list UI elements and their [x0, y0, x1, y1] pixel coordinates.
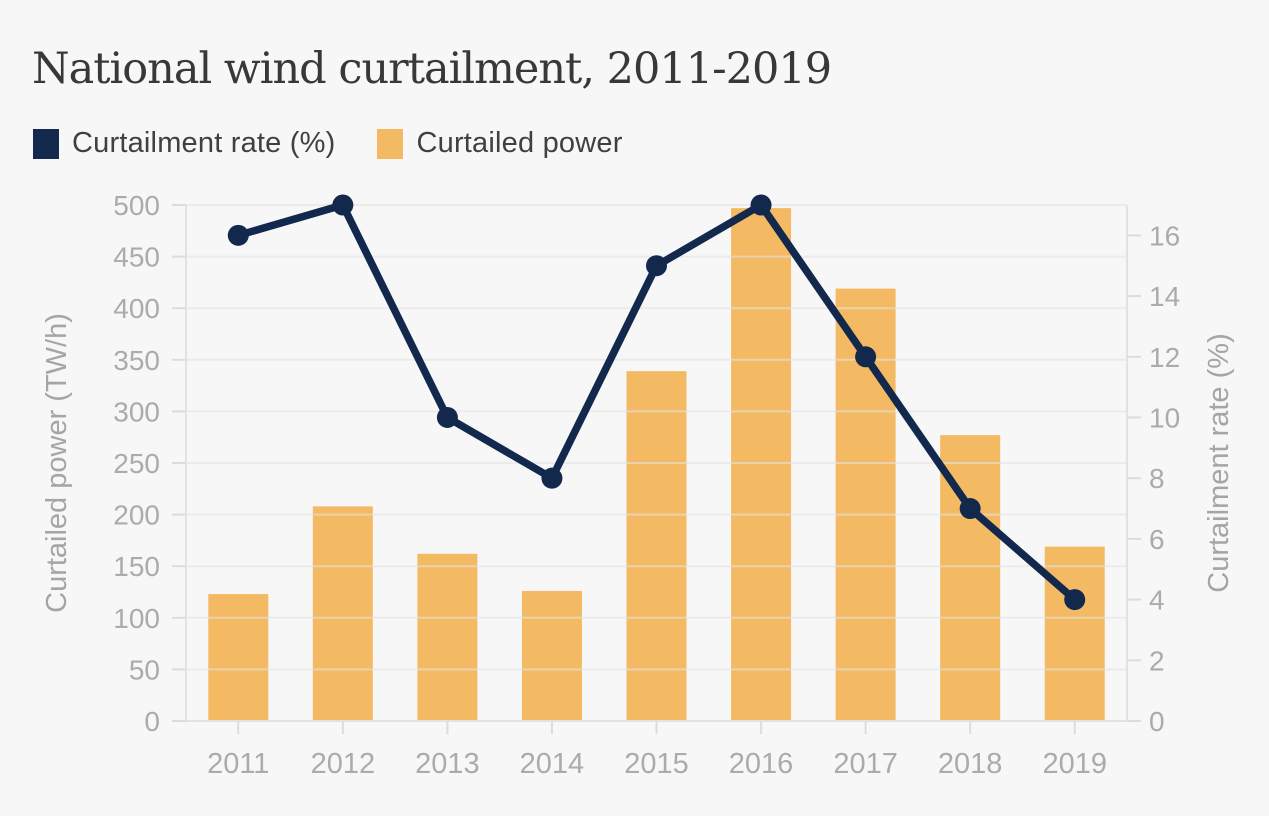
- rate-point-2012[interactable]: [332, 194, 354, 216]
- y-axis-right-tick-label: 6: [1149, 524, 1165, 555]
- y-axis-right-tick-label: 10: [1149, 402, 1180, 433]
- y-axis-left-tick-label: 300: [113, 396, 160, 427]
- x-axis-label-2012: 2012: [311, 748, 376, 780]
- legend-label: Curtailed power: [416, 127, 623, 159]
- x-axis-label-2013: 2013: [415, 748, 480, 780]
- y-axis-right-tick-label: 16: [1149, 220, 1180, 251]
- legend-item-curtailed-power[interactable]: Curtailed power: [377, 127, 622, 160]
- x-axis-label-2019: 2019: [1042, 748, 1107, 780]
- x-axis-label-2011: 2011: [207, 748, 269, 780]
- chart-title: National wind curtailment, 2011-2019: [32, 44, 832, 94]
- bar-2016[interactable]: [731, 208, 792, 721]
- rate-point-2018[interactable]: [959, 498, 981, 520]
- rate-point-2013[interactable]: [436, 406, 458, 428]
- y-axis-right-tick-label: 14: [1149, 281, 1180, 312]
- x-axis-label-2015: 2015: [624, 748, 689, 780]
- rate-point-2019[interactable]: [1064, 589, 1086, 611]
- y-axis-left-tick-label: 200: [113, 500, 160, 531]
- y-axis-left-tick-label: 50: [129, 654, 160, 685]
- y-axis-left-tick-label: 400: [113, 293, 160, 324]
- rate-point-2014[interactable]: [541, 467, 563, 489]
- rate-point-2016[interactable]: [750, 194, 772, 216]
- rate-point-2017[interactable]: [855, 346, 877, 368]
- y-axis-left-tick-label: 150: [113, 551, 160, 582]
- x-axis-label-2014: 2014: [520, 748, 585, 780]
- left-axis-title: Curtailed power (TW/h): [41, 313, 73, 613]
- x-axis-label-2017: 2017: [833, 748, 898, 780]
- bar-2013[interactable]: [417, 553, 478, 721]
- y-axis-left-tick-label: 450: [113, 242, 160, 273]
- legend-item-curtailment-rate[interactable]: Curtailment rate (%): [33, 127, 335, 160]
- y-axis-right-tick-label: 8: [1149, 463, 1165, 494]
- legend-swatch-curtailed-power: [377, 128, 404, 159]
- x-axis-label-2018: 2018: [938, 748, 1003, 780]
- y-axis-left-tick-label: 100: [113, 603, 160, 634]
- rate-point-2015[interactable]: [646, 255, 667, 277]
- y-axis-right-tick-label: 12: [1149, 342, 1180, 373]
- bar-2014[interactable]: [521, 590, 582, 721]
- y-axis-right-tick-label: 4: [1149, 585, 1165, 616]
- y-axis-right-tick-label: 2: [1149, 645, 1165, 676]
- y-axis-left-tick-label: 500: [113, 190, 160, 221]
- bar-2011[interactable]: [208, 594, 269, 721]
- y-axis-left-tick-label: 0: [144, 706, 160, 737]
- y-axis-left-tick-label: 250: [113, 448, 160, 479]
- legend: Curtailment rate (%) Curtailed power: [33, 127, 623, 160]
- rate-point-2011[interactable]: [227, 224, 249, 246]
- bar-2019[interactable]: [1044, 546, 1105, 721]
- y-axis-left-tick-label: 350: [113, 345, 160, 376]
- y-axis-right-tick-label: 0: [1149, 706, 1165, 737]
- bar-2012[interactable]: [312, 506, 373, 721]
- legend-label: Curtailment rate (%): [72, 127, 336, 159]
- right-axis-title: Curtailment rate (%): [1203, 333, 1235, 592]
- legend-swatch-curtailment-rate: [33, 128, 59, 159]
- x-axis-label-2016: 2016: [729, 748, 794, 780]
- bar-2015[interactable]: [626, 371, 687, 721]
